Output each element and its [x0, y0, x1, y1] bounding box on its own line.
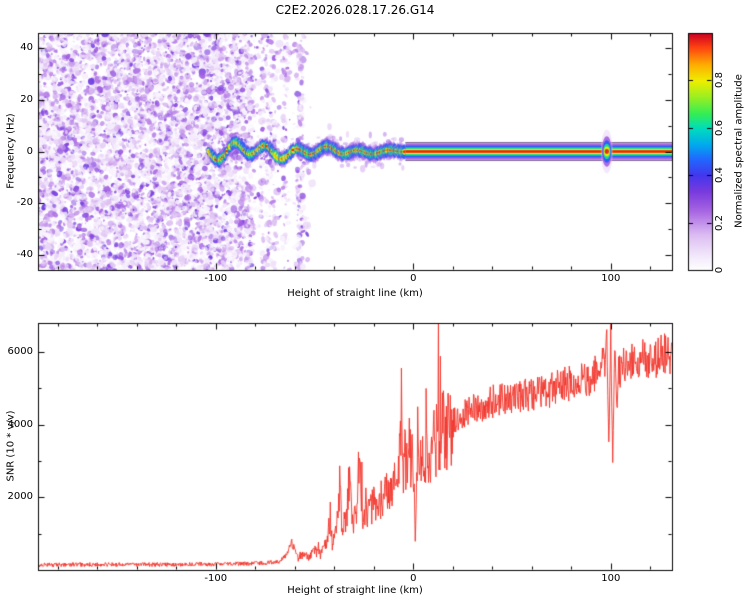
- snr-ytick-label: 6000: [7, 346, 33, 358]
- snr-ytick-label: 2000: [7, 491, 33, 503]
- spectrogram-ytick-label: 0: [26, 145, 33, 157]
- spectrogram-ytick-label: -20: [16, 197, 33, 209]
- figure-title: C2E2.2026.028.17.26.G14: [275, 3, 435, 17]
- snr-xtick-label: -100: [204, 573, 228, 584]
- spectrogram-ytick-label: 40: [20, 42, 33, 54]
- colorbar-tick-label: 0.4: [714, 167, 725, 184]
- colorbar-tick-label: 0.2: [714, 214, 725, 231]
- snr-xtick-label: 0: [410, 573, 417, 584]
- spectrogram-y-axis-label: Frequency (Hz): [5, 113, 17, 189]
- colorbar-tick-label: 0.8: [714, 72, 725, 89]
- snr-x-axis-label: Height of straight line (km): [287, 585, 423, 596]
- spectrogram-xtick-label: -100: [204, 273, 228, 284]
- spectrogram-xtick-label: 100: [601, 273, 621, 284]
- spectrogram-xtick-label: 0: [410, 273, 417, 284]
- snr-ytick-label: 4000: [7, 418, 33, 430]
- snr-xtick-label: 100: [601, 573, 621, 584]
- colorbar-tick-label: 0: [714, 266, 725, 274]
- colorbar-tick-label: 0.6: [714, 119, 725, 136]
- colorbar-label: Normalized spectral amplitude: [733, 74, 745, 228]
- spectrogram-x-axis-label: Height of straight line (km): [287, 288, 423, 299]
- spectrogram-ytick-label: -40: [16, 248, 33, 260]
- spectrogram-ytick-label: 20: [20, 93, 33, 105]
